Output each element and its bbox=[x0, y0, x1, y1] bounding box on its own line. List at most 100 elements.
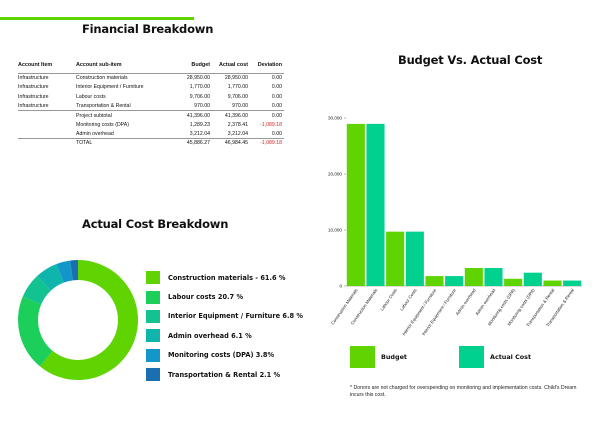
legend-swatch bbox=[146, 368, 160, 382]
cell-account-item bbox=[18, 110, 76, 120]
actual-cost-donut-chart bbox=[18, 260, 139, 380]
legend-swatch bbox=[146, 348, 160, 362]
legend-label: Construction materials - 61.6 % bbox=[168, 273, 286, 282]
cell-sub-item: Transportation & Rental bbox=[76, 102, 131, 109]
x-tick-label: Labour Costs bbox=[399, 288, 418, 312]
bar-budget bbox=[346, 123, 365, 286]
cell-budget: 3,212.04 bbox=[189, 130, 210, 137]
legend-swatch bbox=[146, 309, 160, 323]
y-tick-label: 30,000 bbox=[328, 116, 342, 121]
legend-label: Labour costs 20.7 % bbox=[168, 293, 244, 302]
donut-legend-item: Labour costs 20.7 % bbox=[146, 287, 303, 306]
table-row: Infrastructure Labour costs 9,706.00 9,706.… bbox=[18, 92, 284, 101]
x-tick-label: Interior Equipment / Furniture bbox=[401, 287, 437, 336]
donut-slice bbox=[37, 263, 64, 291]
cell-account-item: Infrastructure bbox=[18, 102, 49, 109]
donut-legend: Construction materials - 61.6 % Labour co… bbox=[146, 268, 303, 384]
y-tick-label: 20,000 bbox=[328, 172, 342, 177]
legend-label: Transportation & Rental 2.1 % bbox=[168, 370, 281, 379]
legend-label-budget: Budget bbox=[381, 353, 407, 361]
column-header-account-sub-item: Account sub-item bbox=[76, 62, 174, 74]
cell-budget: 970.00 bbox=[194, 102, 210, 109]
cell-account-item: Infrastructure bbox=[18, 84, 49, 91]
table-header-row: Account Item Account sub-item Budget Act… bbox=[18, 62, 284, 74]
donut-legend-item: Monitoring costs (DPA) 3.8% bbox=[146, 346, 303, 365]
legend-item-budget: Budget bbox=[350, 346, 407, 368]
x-tick-label: Interior Equipment / Furniture bbox=[421, 287, 457, 336]
cell-budget: 1,770.00 bbox=[189, 84, 210, 91]
cell-deviation: 0.00 bbox=[271, 93, 282, 100]
cell-budget: 1,289.23 bbox=[189, 121, 210, 128]
legend-item-actual-cost: Actual Cost bbox=[459, 346, 531, 368]
cell-deviation: -1,089.18 bbox=[250, 138, 284, 148]
x-tick-label: Admin overhead bbox=[474, 287, 496, 316]
bar-budget bbox=[425, 276, 444, 286]
cell-sub-item: Interior Equipment / Furniture bbox=[76, 84, 144, 91]
cell-budget: 9,706.00 bbox=[189, 93, 210, 100]
legend-swatch-actual-cost bbox=[459, 346, 484, 368]
budget-vs-actual-title: Budget Vs. Actual Cost bbox=[398, 53, 543, 67]
donut-slice bbox=[22, 275, 51, 305]
cell-account-item: Infrastructure bbox=[18, 93, 49, 100]
bar-budget bbox=[504, 278, 523, 286]
table-row: Infrastructure Transportation & Rental 970… bbox=[18, 101, 284, 110]
bar-actual-cost bbox=[484, 268, 503, 286]
column-header-deviation: Deviation bbox=[250, 62, 284, 74]
column-header-account-item: Account Item bbox=[18, 62, 76, 74]
cell-deviation: 0.00 bbox=[271, 102, 282, 109]
cell-sub-item: Admin overhead bbox=[76, 130, 114, 137]
column-header-budget: Budget bbox=[174, 62, 212, 74]
cell-deviation: -1,089.18 bbox=[260, 121, 282, 128]
legend-swatch bbox=[146, 271, 160, 285]
table-body: Infrastructure Construction materials 28,9… bbox=[18, 74, 284, 148]
bar-actual-cost bbox=[523, 272, 542, 286]
y-tick-label: 10,000 bbox=[328, 228, 342, 233]
donut-legend-item: Construction materials - 61.6 % bbox=[146, 268, 303, 287]
donut-legend-item: Transportation & Rental 2.1 % bbox=[146, 365, 303, 384]
legend-label-actual-cost: Actual Cost bbox=[490, 353, 532, 361]
column-header-actual-cost: Actual cost bbox=[212, 62, 250, 74]
legend-swatch-budget bbox=[350, 346, 375, 368]
cell-account-item bbox=[18, 120, 76, 129]
bar-actual-cost bbox=[405, 231, 424, 286]
bar-actual-cost bbox=[563, 280, 582, 286]
donut-legend-item: Interior Equipment / Furniture 6.8 % bbox=[146, 307, 303, 326]
y-tick-label: 0 bbox=[339, 284, 342, 289]
table-row: Infrastructure Interior Equipment / Furni… bbox=[18, 83, 284, 92]
donut-slice bbox=[39, 260, 139, 380]
cell-deviation: 0.00 bbox=[271, 75, 282, 82]
cell-deviation: 0.00 bbox=[271, 130, 282, 137]
donut-slice bbox=[70, 260, 78, 281]
cell-actual-cost: 2,378.41 bbox=[227, 121, 248, 128]
bar-budget bbox=[386, 231, 405, 286]
cell-deviation: 0.00 bbox=[250, 110, 284, 120]
bar-budget bbox=[464, 268, 483, 286]
footnote: * Donors are not charged for overspendin… bbox=[350, 385, 577, 399]
cell-actual-cost: 28,950.00 bbox=[224, 75, 248, 82]
bar-budget bbox=[543, 280, 562, 286]
cell-budget: 41,396.00 bbox=[174, 110, 212, 120]
accent-rule bbox=[0, 17, 194, 20]
donut-legend-item: Admin overhead 6.1 % bbox=[146, 326, 303, 345]
donut-slice bbox=[18, 296, 53, 367]
donut-slice bbox=[56, 260, 73, 283]
legend-swatch bbox=[146, 290, 160, 304]
cell-account-item bbox=[18, 129, 76, 138]
cell-account-item: Infrastructure bbox=[18, 75, 49, 82]
actual-cost-breakdown-title: Actual Cost Breakdown bbox=[82, 217, 229, 231]
cell-actual-cost: 9,706.00 bbox=[227, 93, 248, 100]
x-tick-label: Admin overhead bbox=[455, 287, 477, 316]
cell-budget: 28,950.00 bbox=[186, 75, 210, 82]
financial-breakdown-title: Financial Breakdown bbox=[82, 22, 214, 36]
financial-table: Account Item Account sub-item Budget Act… bbox=[18, 62, 284, 148]
cell-sub-item: Construction materials bbox=[76, 75, 128, 82]
cell-actual-cost: 1,770.00 bbox=[227, 84, 248, 91]
cell-actual-cost: 970.00 bbox=[232, 102, 248, 109]
cell-sub-item: Monitoring costs (DPA) bbox=[76, 121, 129, 128]
bar-actual-cost bbox=[366, 123, 385, 286]
cell-actual-cost: 3,212.04 bbox=[227, 130, 248, 137]
cell-account-item bbox=[18, 138, 76, 148]
legend-label: Monitoring costs (DPA) 3.8% bbox=[168, 351, 275, 360]
cell-actual-cost: 46,984.45 bbox=[212, 138, 250, 148]
